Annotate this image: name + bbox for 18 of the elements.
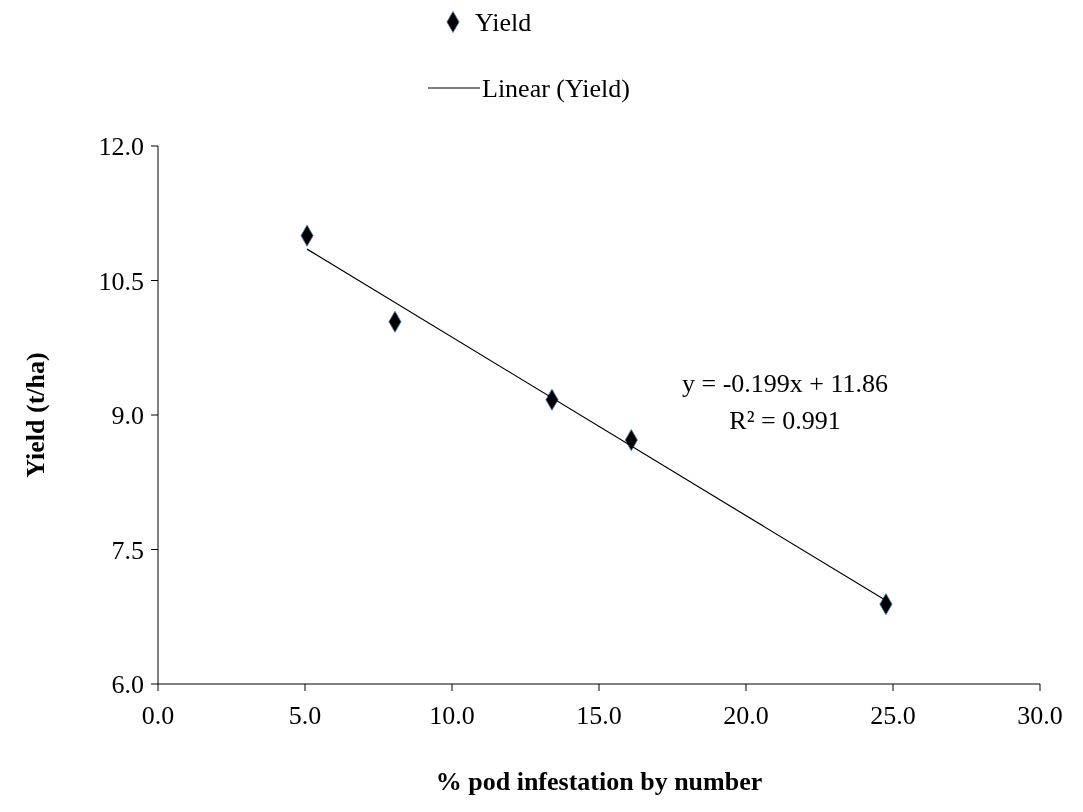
x-tick-label: 20.0	[723, 701, 769, 730]
annotation: y = -0.199x + 11.86	[681, 369, 889, 398]
legend-label: Yield	[475, 8, 532, 38]
x-tick-label: 10.0	[429, 701, 475, 730]
x-tick-label: 25.0	[870, 701, 916, 730]
y-tick-label: 12.0	[98, 132, 144, 162]
x-tick-label: 5.0	[288, 701, 322, 730]
x-axis-title: % pod infestation by number	[435, 767, 763, 796]
x-tick-label: 15.0	[576, 701, 622, 730]
annotation: R² = 0.991	[729, 406, 841, 435]
legend-label: Linear (Yield)	[482, 74, 630, 104]
y-axis-title: Yield (t/ha)	[21, 352, 50, 478]
y-tick-label: 9.0	[111, 401, 144, 431]
y-tick-label: 7.5	[111, 535, 144, 565]
y-tick-label: 6.0	[111, 670, 144, 700]
x-tick-label: 30.0	[1017, 701, 1063, 730]
y-tick-label: 10.5	[98, 266, 144, 296]
x-tick-label: 0.0	[141, 701, 175, 730]
